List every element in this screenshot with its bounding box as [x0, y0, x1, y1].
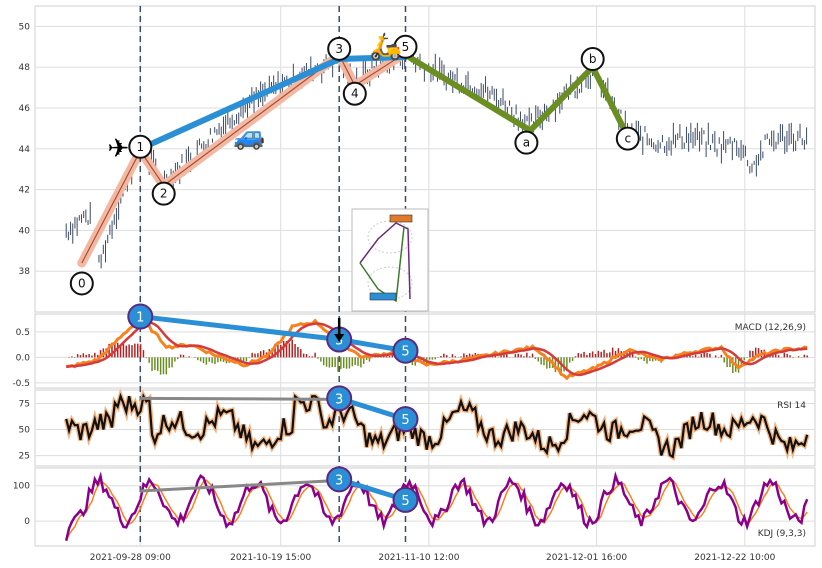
kdj-divergence-label: 5	[401, 494, 409, 509]
wave-label-text: 1	[136, 140, 144, 154]
x-tick-label: 2021-12-01 16:00	[546, 553, 627, 563]
x-tick-label: 2021-11-10 12:00	[378, 553, 459, 563]
rsi-divergence-circle	[326, 385, 353, 412]
kdj-d-line	[64, 471, 809, 541]
kdj-divergence-circle	[326, 466, 353, 493]
wave-label-text: 5	[402, 40, 410, 54]
kdj-panel-label: KDJ (9,3,3)	[758, 529, 806, 539]
impulse-wave-line	[81, 52, 406, 264]
macd-signal-line	[66, 321, 808, 377]
airplane-icon: ✈	[107, 134, 129, 164]
macd-y-tick-label: 0.5	[16, 328, 30, 338]
y-tick-labels: 38 40 42 44 46 48 50 -0.5 0.0 0.5 25 50 75 0 100	[12, 22, 30, 527]
wave-label-circle	[128, 134, 153, 159]
rsi-gray-trend-line	[140, 396, 340, 401]
kdj-divergence-circle	[392, 486, 419, 513]
inset-path-purple	[359, 222, 411, 300]
x-tick-label: 2021-12-22 10:00	[694, 553, 775, 563]
kdj-y-tick-label: 100	[13, 482, 30, 492]
corrective-wave-line	[402, 51, 631, 140]
rsi-divergence-circle	[392, 406, 419, 433]
inset-train-bottom	[369, 292, 397, 301]
wave-label-text: 3	[335, 42, 343, 56]
scooter-icon: 🛵	[370, 32, 402, 62]
inset-train-top	[389, 214, 413, 223]
x-tick-label: 2021-09-28 09:00	[90, 553, 171, 563]
kdj-panel-frame	[34, 467, 816, 547]
price-y-tick-label: 46	[19, 104, 31, 114]
wave-label-text: 4	[351, 87, 359, 101]
wave-label-circle	[342, 81, 367, 106]
price-y-tick-label: 50	[19, 22, 31, 32]
kdj-y-tick-label: 0	[24, 517, 30, 527]
wave-label-circle	[69, 271, 94, 296]
x-tick-label: 2021-10-19 15:00	[230, 553, 311, 563]
rsi-line	[65, 392, 809, 459]
car-icon: 🚙	[233, 122, 265, 152]
wave-label-circle	[514, 130, 539, 155]
macd-y-tick-label: -0.5	[12, 379, 30, 389]
rsi-y-tick-label: 25	[19, 452, 30, 462]
price-y-tick-label: 48	[19, 63, 31, 73]
rsi-divergence-label: 3	[335, 392, 343, 407]
wave-label-text: 0	[78, 276, 86, 290]
wave-label-circle	[580, 47, 605, 72]
kdj-divergence-label: 3	[335, 473, 343, 488]
wave-label-circle	[151, 181, 176, 206]
macd-panel-frame	[34, 313, 816, 389]
x-tick-labels: 2021-09-28 09:00 2021-10-19 15:00 2021-11-…	[90, 553, 776, 563]
wave-label-text: c	[624, 132, 631, 146]
price-y-tick-label: 44	[19, 145, 31, 155]
rsi-divergence-label: 5	[401, 413, 409, 428]
wave-label-circle	[615, 126, 640, 151]
rsi-y-tick-label: 50	[19, 426, 31, 436]
wave-label-text: a	[523, 136, 530, 150]
macd-divergence-label: 5	[401, 345, 409, 360]
wave-label-circle	[327, 36, 352, 61]
wave-label-text: b	[589, 52, 597, 66]
wave-label-text: 2	[160, 187, 168, 201]
macd-divergence-circle	[127, 303, 154, 330]
rsi-y-tick-label: 75	[19, 400, 30, 410]
overlay-annotations: ✈ 🚙 🛵	[107, 32, 429, 342]
kdj-k-line	[65, 479, 808, 541]
price-y-tick-label: 42	[19, 186, 30, 196]
price-y-tick-label: 40	[19, 226, 31, 236]
down-arrow-head	[334, 334, 345, 342]
indicator-series	[63, 314, 810, 541]
wave-label-circle	[393, 34, 418, 59]
macd-panel-label: MACD (12,26,9)	[735, 323, 806, 333]
macd-y-tick-label: 0.0	[16, 353, 31, 363]
price-y-tick-label: 38	[19, 267, 31, 277]
macd-divergence-circle	[392, 337, 419, 364]
wave-labels: 012345abc1353535	[69, 34, 640, 513]
kdj-gray-trend-line	[140, 478, 340, 493]
rsi-panel-label: RSI 14	[777, 401, 806, 411]
macd-divergence-label: 1	[136, 311, 144, 326]
